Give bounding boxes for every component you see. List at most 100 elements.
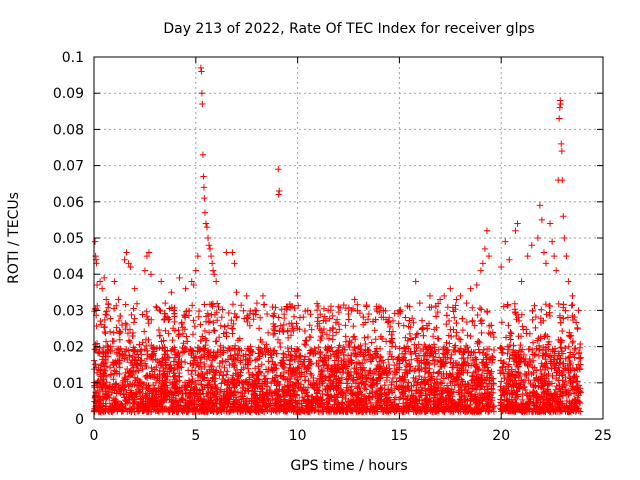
data-point (529, 357, 537, 364)
data-point (418, 376, 425, 383)
data-point (539, 385, 547, 393)
data-point (298, 387, 306, 394)
data-point (273, 408, 281, 415)
data-point (106, 328, 114, 335)
data-point (512, 374, 519, 381)
data-point (497, 378, 505, 385)
data-point (500, 303, 507, 310)
data-point (404, 393, 412, 401)
data-point (296, 314, 304, 321)
data-point (505, 346, 512, 353)
data-point (283, 354, 290, 361)
data-point (449, 370, 456, 378)
data-point (100, 324, 108, 331)
data-point (411, 341, 418, 348)
data-point (440, 354, 447, 361)
data-point (532, 324, 539, 332)
data-point (389, 356, 397, 363)
data-point (478, 306, 485, 313)
data-point (490, 403, 497, 410)
data-point (292, 353, 299, 361)
data-point (259, 407, 266, 415)
data-point (366, 390, 373, 397)
data-point (434, 335, 441, 342)
data-point (434, 308, 441, 316)
data-point (228, 316, 235, 324)
data-point (363, 356, 371, 364)
data-point (364, 316, 372, 323)
data-point (478, 359, 486, 366)
data-point (343, 384, 350, 391)
data-point (216, 362, 223, 370)
data-point (384, 395, 391, 402)
data-point (260, 408, 268, 415)
data-point (225, 309, 232, 317)
data-point (484, 308, 491, 316)
data-point (181, 358, 189, 366)
data-point (288, 320, 295, 327)
data-point (131, 315, 138, 322)
data-point (260, 372, 268, 380)
data-point (185, 377, 193, 384)
data-point (336, 326, 343, 333)
data-point (219, 306, 226, 313)
data-point (129, 332, 136, 340)
data-point (474, 338, 482, 346)
data-point (426, 303, 433, 311)
data-point (203, 408, 211, 415)
data-point (97, 321, 105, 328)
data-point (319, 379, 327, 387)
data-point (531, 351, 538, 359)
data-point (389, 374, 397, 382)
data-point (326, 326, 334, 334)
data-point (202, 341, 209, 349)
data-point (389, 328, 397, 335)
data-point (156, 332, 163, 340)
data-point (510, 342, 517, 349)
data-point (188, 370, 195, 378)
data-point (190, 317, 197, 324)
data-point (435, 369, 442, 376)
data-point (469, 318, 476, 325)
data-point (515, 351, 522, 358)
data-point (171, 354, 179, 361)
data-point (418, 317, 426, 324)
data-point (246, 322, 254, 329)
data-point (107, 315, 114, 322)
data-point (148, 368, 156, 375)
data-point (434, 380, 441, 388)
data-point (307, 347, 314, 354)
data-point (434, 370, 442, 377)
data-point (139, 311, 146, 318)
data-point (509, 371, 516, 378)
data-point (377, 353, 384, 360)
data-point (102, 338, 110, 345)
data-point (388, 331, 395, 339)
data-point (180, 340, 187, 347)
data-point (97, 397, 104, 404)
data-point (292, 348, 299, 355)
data-point (519, 323, 526, 330)
data-point (306, 322, 313, 329)
data-point (316, 376, 323, 383)
data-point (287, 331, 295, 339)
data-point (507, 336, 514, 343)
data-point (416, 372, 423, 380)
data-point (268, 405, 276, 412)
data-point (320, 305, 328, 312)
data-point (385, 394, 393, 401)
data-point (388, 389, 396, 396)
data-point (352, 350, 359, 357)
data-point (280, 314, 288, 322)
data-point (335, 308, 343, 316)
data-point (99, 379, 107, 387)
data-point (237, 357, 244, 364)
data-point (520, 351, 528, 359)
data-point (245, 354, 253, 362)
data-point (298, 369, 305, 376)
data-point (480, 356, 487, 363)
data-point (103, 363, 111, 370)
data-point (532, 351, 540, 358)
data-point (235, 396, 243, 404)
data-point (353, 370, 360, 377)
